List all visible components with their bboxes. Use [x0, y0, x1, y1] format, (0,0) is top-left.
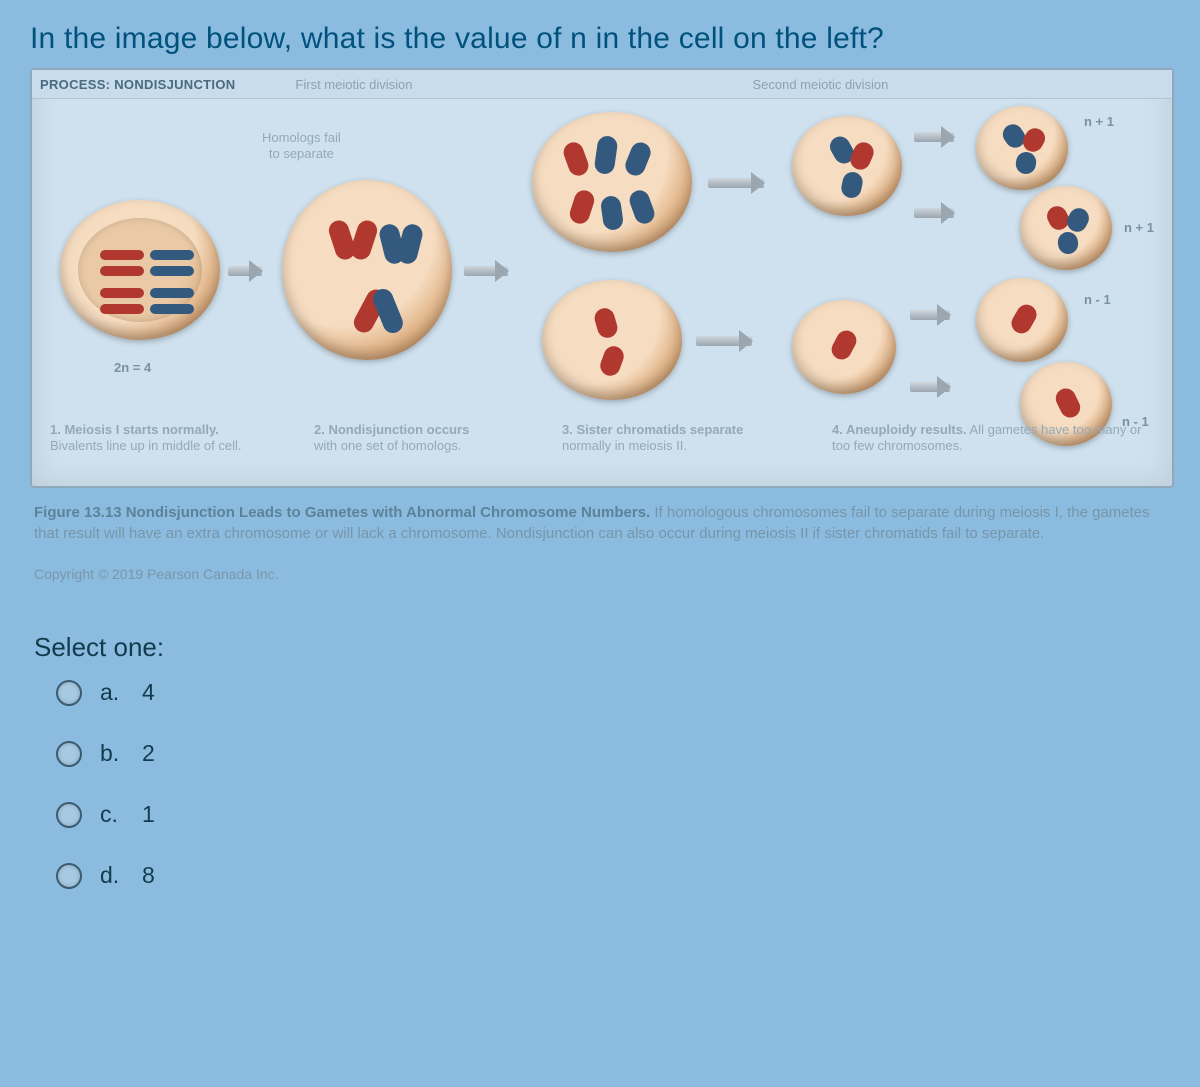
radio-icon[interactable]	[56, 680, 82, 706]
arrow-4b	[914, 208, 954, 218]
radio-icon[interactable]	[56, 741, 82, 767]
stage1-ploidy: 2n = 4	[114, 360, 151, 375]
stage1-cell	[60, 200, 220, 340]
option-a[interactable]: a. 4	[56, 679, 1174, 706]
option-c[interactable]: c. 1	[56, 801, 1174, 828]
arrow-3a	[708, 178, 764, 188]
options-list: a. 4 b. 2 c. 1 d. 8	[56, 679, 1174, 889]
option-value: 1	[142, 801, 155, 828]
stage3-top-cell	[532, 112, 692, 252]
gamete-3	[976, 278, 1068, 362]
arrow-2	[464, 266, 508, 276]
copyright: Copyright © 2019 Pearson Canada Inc.	[34, 566, 1174, 582]
radio-icon[interactable]	[56, 802, 82, 828]
arrow-4c	[910, 310, 950, 320]
option-d[interactable]: d. 8	[56, 862, 1174, 889]
process-label: PROCESS: NONDISJUNCTION	[40, 77, 235, 92]
arrow-3b	[696, 336, 752, 346]
select-one-label: Select one:	[34, 632, 1174, 663]
division-1-label: First meiotic division	[295, 77, 412, 92]
division-2-label: Second meiotic division	[752, 77, 888, 92]
gamete-1	[976, 106, 1068, 190]
option-b[interactable]: b. 2	[56, 740, 1174, 767]
option-key: d.	[100, 862, 124, 889]
option-value: 4	[142, 679, 155, 706]
step1: 1. Meiosis I starts normally. Bivalents …	[50, 422, 270, 455]
gamete-2	[1020, 186, 1112, 270]
option-value: 8	[142, 862, 155, 889]
homolog-fail-note: Homologs fail to separate	[262, 130, 341, 163]
option-value: 2	[142, 740, 155, 767]
stage4b-cell	[792, 300, 896, 394]
stage2-cell	[282, 180, 452, 360]
figure-caption: Figure 13.13 Nondisjunction Leads to Gam…	[34, 502, 1170, 544]
step3: 3. Sister chromatids separate normally i…	[562, 422, 792, 455]
option-key: c.	[100, 801, 124, 828]
arrow-1	[228, 266, 262, 276]
option-key: a.	[100, 679, 124, 706]
figure-header: PROCESS: NONDISJUNCTION First meiotic di…	[32, 70, 1172, 99]
result-label-1: n + 1	[1084, 114, 1114, 129]
result-label-3: n - 1	[1084, 292, 1111, 307]
radio-icon[interactable]	[56, 863, 82, 889]
nondisjunction-figure: PROCESS: NONDISJUNCTION First meiotic di…	[30, 68, 1174, 488]
arrow-4d	[910, 382, 950, 392]
option-key: b.	[100, 740, 124, 767]
stage3-bottom-cell	[542, 280, 682, 400]
step4: 4. Aneuploidy results. All gametes have …	[832, 422, 1152, 455]
question-text: In the image below, what is the value of…	[30, 22, 1174, 56]
stage4a-cell	[792, 116, 902, 216]
step2: 2. Nondisjunction occurs with one set of…	[314, 422, 524, 455]
result-label-2: n + 1	[1124, 220, 1154, 235]
arrow-4a	[914, 132, 954, 142]
